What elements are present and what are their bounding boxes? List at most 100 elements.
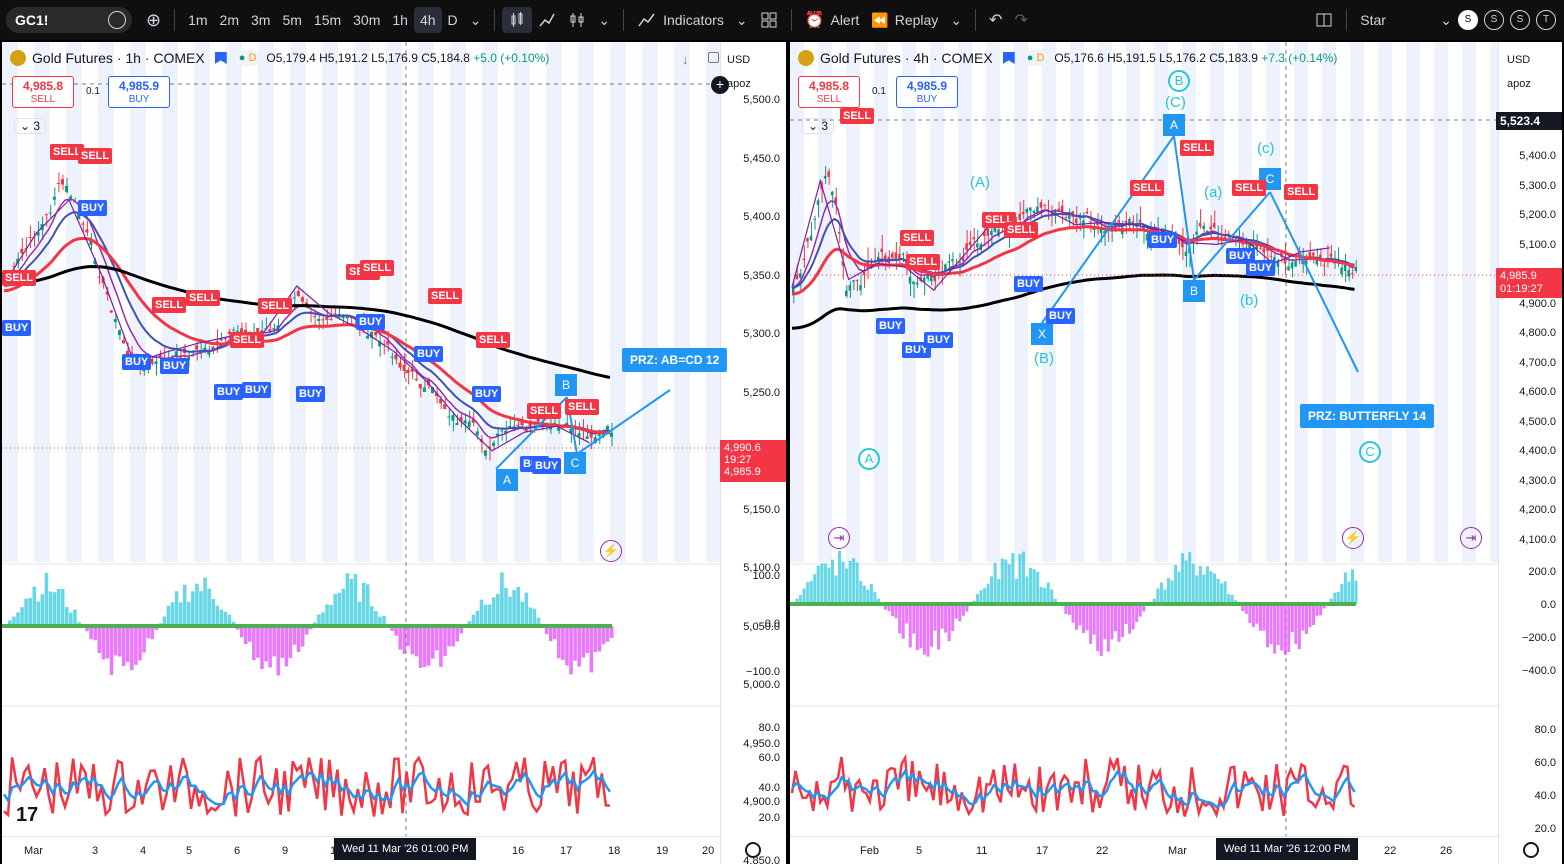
maximize-icon[interactable] <box>708 52 719 63</box>
macd-bar <box>557 626 561 659</box>
buy-button[interactable]: 4,985.9 BUY <box>896 76 958 108</box>
layouts-grid-icon[interactable] <box>754 7 784 33</box>
undo-icon[interactable]: ↶ <box>989 12 1003 29</box>
left-time-axis[interactable]: Mar34569101617181920 Wed 11 Mar '26 01:0… <box>2 836 720 864</box>
replay-arrow-icon[interactable]: ⇥ <box>1460 527 1482 549</box>
avatar[interactable]: S <box>1458 10 1478 30</box>
bookmark-icon[interactable] <box>214 52 227 64</box>
add-plus-icon[interactable]: + <box>711 76 729 94</box>
interval-3m[interactable]: 3m <box>251 12 271 28</box>
chevron-down-icon[interactable]: ⌄ <box>469 11 482 28</box>
macd-bar <box>439 626 443 667</box>
split-layout-icon[interactable] <box>1309 7 1339 33</box>
candles-icon[interactable] <box>502 7 533 33</box>
macd-bar <box>280 626 285 658</box>
replay-arrow-icon[interactable]: ⇥ <box>828 527 850 549</box>
indicator-templates-icon[interactable] <box>562 7 592 33</box>
lightning-icon[interactable]: ⚡ <box>600 540 622 562</box>
macd-bar <box>105 626 110 659</box>
chevron-down-icon[interactable]: ⌄ <box>598 11 611 28</box>
macd-bar <box>1202 574 1206 604</box>
candle-body <box>121 340 125 344</box>
indicator-count-toggle[interactable]: ⌄ 3 <box>14 118 47 134</box>
currency-label[interactable]: USD <box>1507 54 1531 66</box>
left-price-axis[interactable]: USD apoz 5,500.0 5,450.0 5,400.0 5,350.0 5,3… <box>711 42 786 864</box>
interval-15m[interactable]: 15m <box>313 12 342 28</box>
right-price-axis[interactable]: USD apoz 5,523.4 5,400.0 5,300.0 5,200.0 5,… <box>1496 42 1562 864</box>
sell-button[interactable]: 4,985.8 SELL <box>12 76 74 108</box>
candle-body <box>195 345 199 350</box>
interval-4h[interactable]: 4h <box>413 7 442 33</box>
point-a: A <box>496 469 518 491</box>
buy-signal-tag: BUY <box>214 384 244 400</box>
alert-button[interactable]: ⏰ Alert <box>799 7 866 33</box>
chevron-down-icon[interactable]: ⌄ <box>735 11 748 28</box>
crosshair-price-tag: 5,523.4 <box>1496 112 1562 130</box>
candle-body <box>926 273 929 279</box>
macd-bar <box>944 604 948 633</box>
watch-icon[interactable] <box>108 11 126 29</box>
last-price-tag: 4,990.6 19:27 4,985.9 <box>720 440 786 482</box>
candle-body <box>414 378 418 381</box>
chevron-down-icon[interactable]: ⌄ <box>1440 11 1452 28</box>
layout-name[interactable]: Star <box>1360 12 1386 28</box>
candle-body <box>891 253 894 258</box>
last-price-tag: 4,985.9 01:19:27 <box>1496 268 1562 298</box>
scale-mode-label[interactable]: apoz <box>1507 78 1531 90</box>
interval-1m[interactable]: 1m <box>188 12 208 28</box>
date-tick: 6 <box>234 845 241 857</box>
divider <box>494 9 496 31</box>
macd-bar <box>609 626 614 638</box>
interval-2m[interactable]: 2m <box>219 12 239 28</box>
candle-body <box>154 361 158 365</box>
price-tick: 5,100.0 <box>1519 238 1556 251</box>
indicators-button[interactable]: Indicators <box>631 7 730 33</box>
avatar[interactable]: S <box>1484 10 1504 30</box>
symbol-search[interactable]: GC1! <box>6 7 132 33</box>
left-chart-canvas[interactable] <box>2 42 720 836</box>
replay-label: Replay <box>894 12 939 28</box>
settings-gear-icon[interactable] <box>745 842 761 858</box>
candle-body <box>915 282 919 285</box>
currency-label[interactable]: USD <box>727 54 751 66</box>
macd-bar <box>1258 604 1262 631</box>
buy-signal-tag: BUY <box>242 382 272 398</box>
macd-bar <box>162 616 167 626</box>
candle-body <box>944 264 947 271</box>
interval-d[interactable]: D <box>447 12 458 28</box>
settings-gear-icon[interactable] <box>1523 842 1539 858</box>
macd-bar <box>926 604 930 657</box>
price-tick: 5,300.0 <box>743 328 780 340</box>
down-arrow-icon[interactable]: ↓ <box>682 52 689 67</box>
macd-bar <box>1248 604 1252 623</box>
point-B: B <box>1183 280 1205 302</box>
avatar[interactable]: S <box>1510 10 1530 30</box>
sell-signal-tag: SELL <box>78 148 113 164</box>
bookmark-icon[interactable] <box>1002 52 1015 64</box>
right-chart-pane[interactable]: Gold Futures · 4h · COMEX ● D O5,176.6 H… <box>790 42 1562 864</box>
session-band <box>610 42 626 562</box>
macd-bar <box>138 626 142 661</box>
sell-signal-tag: SELL <box>258 298 293 314</box>
sell-button[interactable]: 4,985.8 SELL <box>798 76 860 108</box>
avatar[interactable]: T <box>1536 10 1556 30</box>
add-symbol-button[interactable]: ⊕ <box>146 9 162 30</box>
interval-30m[interactable]: 30m <box>353 12 381 28</box>
scale-mode-label[interactable]: apoz <box>727 78 751 90</box>
macd-bar <box>1142 604 1146 612</box>
buy-button[interactable]: 4,985.9 BUY <box>108 76 170 108</box>
replay-button[interactable]: ⏪ Replay <box>865 7 944 33</box>
session-band <box>418 42 434 562</box>
compare-icon[interactable] <box>532 7 562 33</box>
macd-bar <box>1120 604 1125 638</box>
lightning-icon[interactable]: ⚡ <box>1342 527 1364 549</box>
right-time-axis[interactable]: Feb 5 11 17 22 Mar 22 26 Wed 11 Mar '26 12:00 P… <box>790 836 1498 864</box>
indicator-count-toggle[interactable]: ⌄ 3 <box>802 118 835 134</box>
interval-5m[interactable]: 5m <box>282 12 302 28</box>
right-chart-canvas[interactable] <box>790 42 1498 836</box>
chevron-down-icon[interactable]: ⌄ <box>950 11 963 28</box>
redo-icon[interactable]: ↷ <box>1014 12 1028 29</box>
candle-body <box>908 276 912 284</box>
left-chart-pane[interactable]: Gold Futures · 1h · COMEX ● D O5,179.4 H… <box>2 42 786 864</box>
interval-1h[interactable]: 1h <box>392 12 408 28</box>
